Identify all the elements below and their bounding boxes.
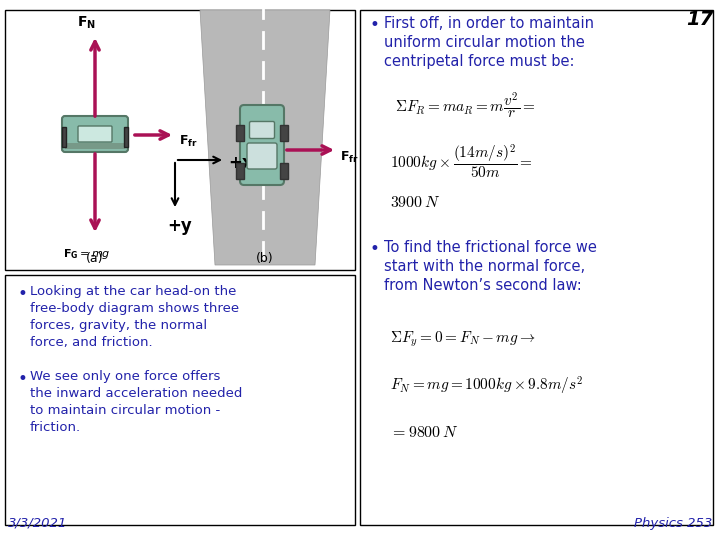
Text: Physics 253: Physics 253 [634,517,712,530]
Text: $3900\,N$: $3900\,N$ [390,195,441,210]
Bar [280,163,288,179]
Bar [236,163,244,179]
Text: $= 9800\,N$: $= 9800\,N$ [390,425,459,440]
Text: $\mathbf{F_G}=mg$: $\mathbf{F_G}=mg$ [63,247,111,261]
Text: free-body diagram shows three: free-body diagram shows three [30,302,239,315]
Text: uniform circular motion the: uniform circular motion the [384,35,585,50]
Text: (b): (b) [256,252,274,265]
Text: the inward acceleration needed: the inward acceleration needed [30,387,243,400]
Text: 3/3/2021: 3/3/2021 [8,517,67,530]
Text: 17: 17 [685,10,713,29]
Bar [65,143,125,149]
Text: •: • [18,370,28,388]
Text: First off, in order to maintain: First off, in order to maintain [384,16,594,31]
Text: $1000kg \times \dfrac{(14m/s)^2}{50m} =$: $1000kg \times \dfrac{(14m/s)^2}{50m} =$ [390,142,533,180]
Text: Looking at the car head-on the: Looking at the car head-on the [30,285,236,298]
FancyBboxPatch shape [78,126,112,142]
Text: (a): (a) [86,252,104,265]
Text: •: • [370,16,380,34]
PathPatch shape [200,10,330,265]
FancyBboxPatch shape [62,116,128,152]
Bar [62,127,66,147]
Bar [5,10,355,270]
Text: +y: +y [167,217,192,235]
Text: to maintain circular motion -: to maintain circular motion - [30,404,220,417]
Text: $\mathbf{F}_\mathbf{N}$: $\mathbf{F}_\mathbf{N}$ [77,15,96,31]
Text: $\Sigma F_R = ma_R = m\dfrac{v^2}{r} =$: $\Sigma F_R = ma_R = m\dfrac{v^2}{r} =$ [395,90,536,120]
Text: $\Sigma F_y = 0 = F_N - mg \rightarrow$: $\Sigma F_y = 0 = F_N - mg \rightarrow$ [390,330,536,349]
Bar [280,125,288,141]
Text: from Newton’s second law:: from Newton’s second law: [384,278,582,293]
Text: •: • [18,285,28,303]
Bar [5,275,355,525]
Bar [236,125,244,141]
Text: To find the frictional force we: To find the frictional force we [384,240,597,255]
FancyBboxPatch shape [250,122,274,138]
Text: We see only one force offers: We see only one force offers [30,370,220,383]
Text: +x: +x [228,154,253,172]
Text: start with the normal force,: start with the normal force, [384,259,585,274]
Bar [124,127,128,147]
Text: centripetal force must be:: centripetal force must be: [384,54,575,69]
Text: forces, gravity, the normal: forces, gravity, the normal [30,319,207,332]
Text: $F_N = mg = 1000kg \times 9.8m/s^2$: $F_N = mg = 1000kg \times 9.8m/s^2$ [390,375,583,397]
FancyBboxPatch shape [240,105,284,185]
Text: friction.: friction. [30,421,81,434]
Text: force, and friction.: force, and friction. [30,336,153,349]
Text: $\mathbf{F_{fr}}$: $\mathbf{F_{fr}}$ [179,133,198,148]
Bar [360,10,713,525]
FancyBboxPatch shape [247,143,277,169]
Text: $\mathbf{F_{fr}}$: $\mathbf{F_{fr}}$ [340,150,359,165]
Text: •: • [370,240,380,258]
